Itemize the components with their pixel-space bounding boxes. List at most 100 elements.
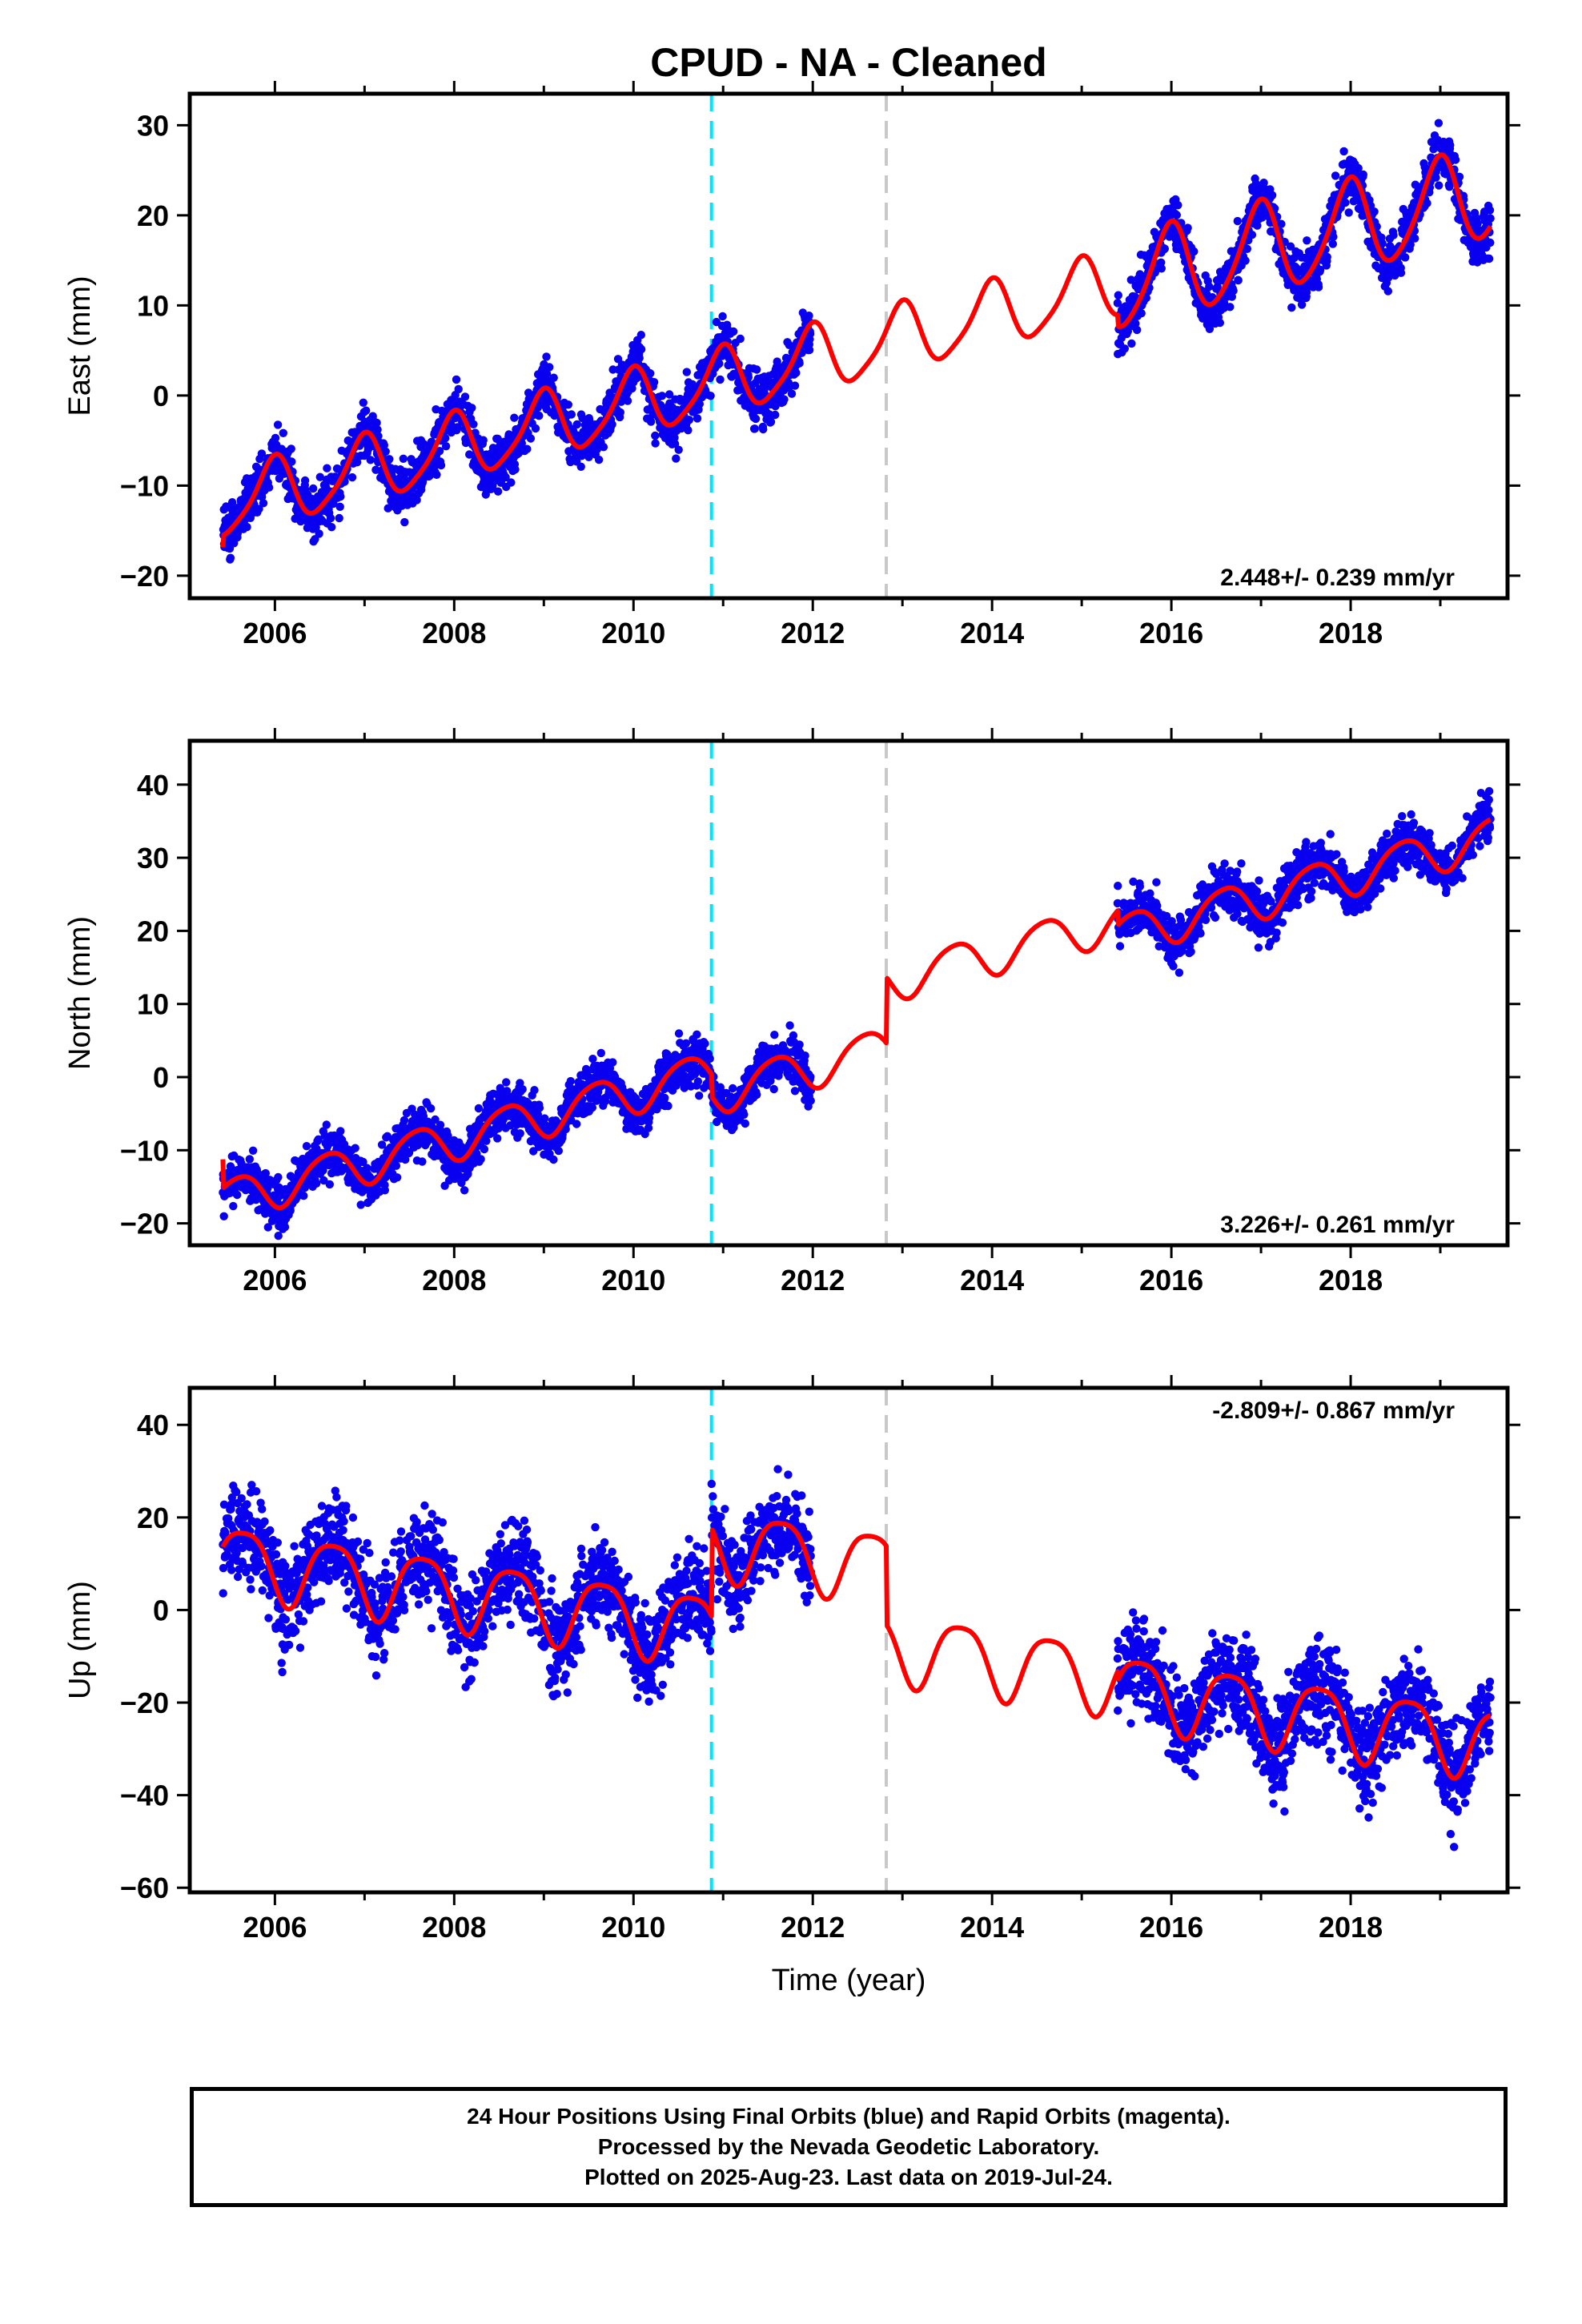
data-point — [682, 368, 691, 376]
data-point — [685, 416, 694, 424]
data-point — [693, 1077, 703, 1086]
data-point — [359, 1157, 367, 1167]
data-point — [482, 1136, 491, 1145]
data-point — [1157, 264, 1166, 273]
data-point — [261, 1168, 270, 1178]
data-point — [1114, 882, 1122, 891]
data-point — [1127, 339, 1136, 348]
data-point — [1233, 216, 1243, 226]
data-point — [325, 1180, 334, 1189]
data-point — [740, 1110, 749, 1120]
data-point — [441, 442, 451, 451]
data-point — [526, 434, 536, 443]
data-point — [435, 447, 444, 456]
x-tick-label: 2012 — [781, 617, 845, 649]
data-point — [1226, 303, 1235, 312]
data-point — [511, 465, 520, 474]
data-point — [322, 1120, 331, 1129]
data-point — [1315, 265, 1325, 275]
data-point — [753, 1090, 761, 1100]
data-point — [1302, 287, 1311, 297]
data-point — [1339, 147, 1348, 156]
data-point — [1205, 324, 1215, 333]
data-point — [665, 390, 674, 399]
data-point — [474, 1104, 484, 1113]
data-point — [380, 1186, 389, 1195]
data-point — [259, 499, 268, 508]
data-point — [792, 368, 801, 377]
data-point — [412, 496, 421, 505]
data-point — [651, 431, 660, 440]
data-point — [1152, 878, 1161, 887]
data-point — [1484, 254, 1494, 263]
data-point — [1113, 299, 1122, 308]
data-point — [1396, 268, 1406, 277]
data-point — [374, 432, 383, 440]
data-point — [248, 1146, 258, 1156]
x-tick-label: 2016 — [1139, 617, 1203, 649]
data-point — [1383, 287, 1393, 296]
data-point — [426, 1104, 436, 1113]
data-point — [517, 439, 526, 448]
data-point — [608, 1058, 617, 1067]
data-point — [729, 327, 738, 336]
data-point — [319, 1176, 328, 1185]
data-point — [1137, 309, 1146, 318]
data-point — [1114, 291, 1123, 300]
data-point — [447, 420, 456, 428]
data-point — [299, 1192, 308, 1200]
data-point — [335, 502, 344, 511]
data-point — [753, 365, 761, 374]
data-point — [664, 1101, 673, 1111]
data-point — [657, 392, 667, 400]
data-point — [1370, 207, 1379, 216]
data-point — [1160, 244, 1170, 253]
data-point — [516, 1129, 524, 1138]
data-point — [286, 1206, 295, 1216]
data-point — [1297, 300, 1307, 309]
data-point — [1446, 141, 1455, 150]
data-point — [670, 440, 680, 448]
data-point — [356, 1200, 365, 1209]
data-point — [383, 1132, 391, 1141]
data-point — [801, 1051, 809, 1060]
data-point — [255, 505, 263, 513]
data-point — [715, 359, 724, 368]
data-point — [1183, 223, 1192, 232]
data-point — [336, 1127, 345, 1136]
data-point — [479, 436, 488, 444]
data-point — [1329, 232, 1338, 241]
y-axis-label: East (mm) — [63, 275, 97, 416]
data-point — [636, 345, 646, 354]
data-point — [566, 1076, 575, 1086]
data-point — [493, 1134, 502, 1143]
data-point — [596, 1048, 605, 1058]
data-point — [1359, 170, 1368, 179]
data-point — [226, 553, 235, 562]
data-point — [1378, 239, 1387, 248]
data-point — [695, 1092, 704, 1100]
data-point — [436, 460, 446, 470]
data-point — [351, 1144, 359, 1152]
data-point — [366, 456, 375, 464]
data-point — [523, 444, 532, 453]
data-point — [766, 417, 776, 426]
data-point — [444, 1132, 452, 1140]
data-point — [229, 1201, 238, 1211]
data-point — [385, 455, 394, 464]
data-point — [785, 1021, 794, 1030]
data-point — [744, 372, 753, 382]
panel-east: 2006 2008 2010 2012 2014 2016 2018−20−10010203… — [63, 81, 1520, 649]
plot-area — [219, 741, 1495, 1245]
data-point — [379, 440, 388, 450]
data-point — [1205, 282, 1214, 292]
data-point — [1287, 303, 1296, 312]
data-point — [480, 1144, 489, 1154]
y-tick-label: 20 — [137, 199, 169, 232]
data-point — [1229, 286, 1238, 296]
data-point — [535, 1104, 544, 1112]
data-point — [502, 1078, 511, 1087]
data-point — [300, 476, 310, 485]
data-point — [616, 408, 624, 417]
data-point — [501, 472, 510, 482]
